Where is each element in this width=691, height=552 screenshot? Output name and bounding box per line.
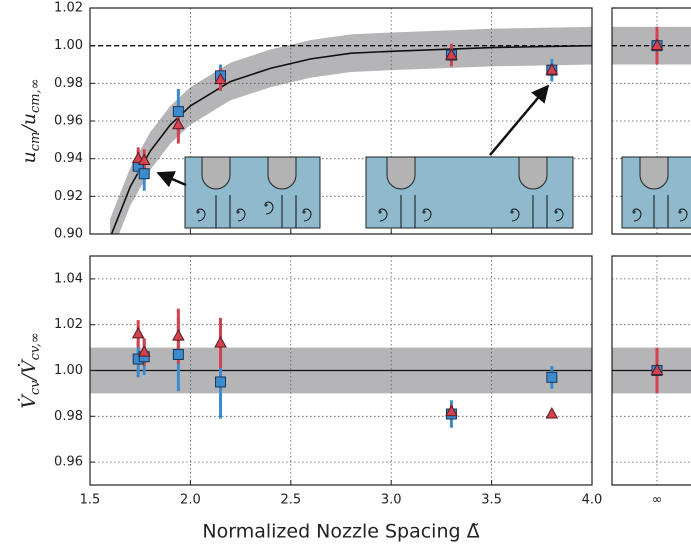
arrow <box>156 171 187 188</box>
data-point <box>137 345 151 357</box>
y-tick-label: 0.96 <box>54 114 83 129</box>
x-tick-label: 3.0 <box>381 493 402 508</box>
y-axis-label-part: cm <box>28 132 43 152</box>
y-tick-label: 1.02 <box>54 317 83 332</box>
x-tick-label: 1.5 <box>80 493 101 508</box>
x-tick-label: 3.5 <box>481 493 502 508</box>
y-tick-label: 0.90 <box>54 227 83 242</box>
data-point <box>445 404 458 417</box>
y-tick-label: 0.98 <box>54 76 83 91</box>
y-tick-label: 0.92 <box>54 189 83 204</box>
data-point <box>172 117 185 130</box>
y-axis-label-part: cv <box>28 380 43 395</box>
x-tick-label: 4.0 <box>582 493 603 508</box>
data-point <box>137 153 151 166</box>
data-point <box>172 329 185 341</box>
y-axis-label: V̇cv/V̇cv,∞ <box>18 332 43 409</box>
y-axis-label-part: /V̇ <box>18 358 40 382</box>
data-point <box>131 326 145 339</box>
plot-frame <box>611 255 691 486</box>
y-axis-label-part: cv,∞ <box>28 332 43 360</box>
y-tick-label: 1.02 <box>54 1 83 16</box>
y-tick-label: 0.94 <box>54 151 83 166</box>
x-axis-label: Normalized Nozzle Spacing Δ̃ <box>202 521 479 543</box>
data-point <box>214 72 227 85</box>
x-tick-label: ∞ <box>652 493 663 508</box>
plot-frame <box>611 7 691 235</box>
y-axis-label-part: V̇ <box>18 393 40 409</box>
x-tick-label: 2.5 <box>280 493 301 508</box>
data-point <box>546 371 558 383</box>
y-axis-label: ucm/ucm,∞ <box>18 78 43 163</box>
data-point <box>445 48 458 60</box>
y-axis-label-part: cm,∞ <box>28 78 43 113</box>
data-point <box>172 106 184 118</box>
data-point <box>172 348 184 360</box>
data-point <box>138 168 150 180</box>
data-point <box>650 38 664 51</box>
y-tick-label: 1.00 <box>54 38 83 53</box>
fit-curve <box>110 44 592 234</box>
inset-diagram <box>184 156 321 229</box>
data-point <box>650 363 664 375</box>
data-point <box>545 406 559 419</box>
confidence-band <box>110 26 592 234</box>
y-tick-label: 1.00 <box>54 363 83 378</box>
plot-frame <box>89 255 593 486</box>
plot-frame <box>89 7 593 235</box>
y-tick-label: 0.96 <box>54 455 83 470</box>
panel <box>90 256 592 485</box>
x-tick-label: 2.0 <box>180 493 201 508</box>
y-tick-label: 1.04 <box>54 271 83 286</box>
inset-diagram <box>621 156 691 229</box>
insets <box>156 84 691 229</box>
data-point <box>215 376 227 388</box>
arrow <box>489 84 550 156</box>
y-axis-label-part: /u <box>18 113 40 134</box>
y-tick-label: 0.98 <box>54 409 83 424</box>
data-point <box>545 63 559 75</box>
inset-diagram <box>365 156 574 229</box>
y-axis-label-part: u <box>18 151 40 163</box>
data-point <box>214 335 227 348</box>
